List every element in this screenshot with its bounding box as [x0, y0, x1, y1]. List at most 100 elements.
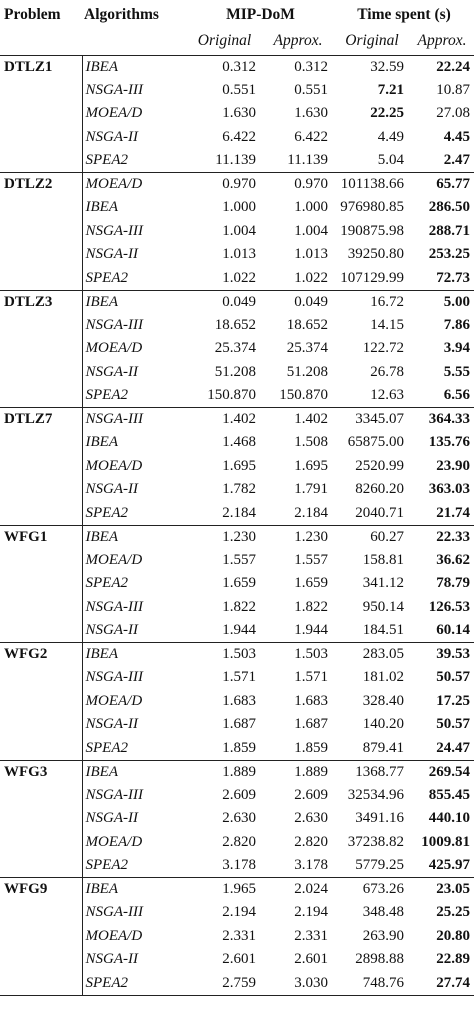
algorithm-cell: IBEA	[81, 196, 187, 220]
time-original-cell: 16.72	[334, 289, 410, 314]
algorithm-cell: IBEA	[81, 289, 187, 314]
table-row: NSGA-III 1.822 1.822 950.14 126.53	[0, 595, 474, 619]
table-row: WFG1 IBEA 1.230 1.230 60.27 22.33	[0, 524, 474, 549]
table-row: NSGA-III 0.551 0.551 7.21 10.87	[0, 78, 474, 102]
time-original-cell: 101138.66	[334, 172, 410, 196]
table-row: MOEA/D 2.331 2.331 263.90 20.80	[0, 924, 474, 948]
table-row: DTLZ3 IBEA 0.049 0.049 16.72 5.00	[0, 289, 474, 314]
time-approx-cell: 24.47	[436, 739, 471, 756]
header-mip-approx: Approx.	[273, 31, 323, 49]
time-approx-cell: 10.87	[436, 81, 471, 98]
algorithm-cell: NSGA-III	[81, 407, 187, 431]
mip-approx-cell: 1.013	[294, 246, 328, 263]
mip-original-cell: 3.178	[222, 857, 256, 873]
problem-cell	[0, 666, 82, 690]
algorithm-cell: IBEA	[81, 431, 187, 455]
table-row: SPEA2 2.184 2.184 2040.71 21.74	[0, 501, 474, 525]
time-original-cell: 263.90	[362, 927, 404, 944]
table-row: NSGA-II 1.013 1.013 39250.80 253.25	[0, 243, 474, 267]
mip-approx-cell: 6.422	[294, 128, 328, 145]
algorithm-cell: NSGA-II	[81, 243, 187, 267]
table-row: SPEA2 150.870 150.870 12.63 6.56	[0, 384, 474, 408]
algorithm-cell: NSGA-II	[81, 619, 187, 643]
time-approx-cell: 65.77	[410, 172, 474, 196]
time-original-cell: 158.81	[362, 551, 404, 568]
mip-original-cell: 6.422	[222, 128, 256, 145]
mip-approx-cell: 1.004	[294, 222, 328, 239]
mip-approx-cell: 18.652	[286, 316, 328, 333]
problem-cell	[0, 196, 82, 220]
mip-original-cell: 1.557	[222, 551, 256, 568]
time-original-cell: 2520.99	[355, 457, 404, 474]
time-original-cell: 4.49	[377, 128, 404, 145]
time-original-cell: 184.51	[362, 622, 404, 638]
time-approx-cell: 23.90	[436, 457, 471, 474]
problem-cell: DTLZ3	[0, 289, 82, 314]
mip-approx-cell: 2.194	[294, 904, 328, 921]
mip-original-cell: 1.889	[187, 759, 262, 784]
mip-approx-cell: 51.208	[286, 363, 328, 380]
time-original-cell: 328.40	[362, 692, 404, 709]
time-original-cell: 976980.85	[340, 199, 404, 216]
algorithm-cell: MOEA/D	[81, 924, 187, 948]
table-row: NSGA-II 2.630 2.630 3491.16 440.10	[0, 807, 474, 831]
time-approx-cell: 50.57	[436, 669, 471, 686]
table-row: MOEA/D 25.374 25.374 122.72 3.94	[0, 337, 474, 361]
time-approx-cell: 60.14	[436, 622, 471, 638]
mip-original-cell: 0.551	[222, 81, 256, 98]
table-row: MOEA/D 2.820 2.820 37238.82 1009.81	[0, 830, 474, 854]
mip-original-cell: 1.571	[222, 669, 256, 686]
algorithm-cell: NSGA-II	[81, 948, 187, 972]
table-row: NSGA-II 6.422 6.422 4.49 4.45	[0, 125, 474, 150]
problem-cell	[0, 948, 82, 972]
mip-approx-cell: 2.331	[294, 927, 328, 944]
time-approx-cell: 22.89	[436, 951, 471, 968]
table-row: SPEA2 1.022 1.022 107129.99 72.73	[0, 266, 474, 291]
mip-approx-cell: 1.687	[294, 716, 328, 733]
problem-cell: DTLZ1	[4, 58, 53, 75]
problem-cell	[0, 126, 82, 150]
problem-cell	[0, 431, 82, 455]
time-approx-cell: 72.73	[436, 269, 471, 286]
time-approx-cell: 20.80	[436, 927, 471, 944]
table-row: IBEA 1.000 1.000 976980.85 286.50	[0, 196, 474, 220]
problem-cell	[0, 690, 82, 714]
mip-approx-cell: 1.791	[294, 481, 328, 498]
table-row: DTLZ1 IBEA 0.312 0.312 32.59 22.24	[0, 55, 474, 79]
mip-original-cell: 2.331	[222, 927, 256, 944]
problem-cell	[0, 267, 82, 291]
mip-approx-cell: 1.822	[294, 598, 328, 615]
algorithm-cell: NSGA-II	[81, 125, 187, 149]
mip-approx-cell: 1.859	[294, 739, 328, 756]
mip-approx-cell: 2.820	[294, 833, 328, 850]
mip-original-cell: 150.870	[207, 387, 256, 403]
mip-approx-cell: 2.630	[294, 810, 328, 827]
problem-cell: WFG9	[0, 877, 82, 901]
mip-approx-cell: 1.230	[262, 524, 334, 549]
time-original-cell: 673.26	[334, 877, 410, 901]
time-approx-cell: 21.74	[436, 504, 471, 521]
algorithm-cell: IBEA	[81, 524, 187, 549]
table-row: SPEA2 3.178 3.178 5779.25 425.97	[0, 854, 474, 878]
table-header: Problem Algorithms MIP-DoM Time spent (s…	[0, 0, 474, 55]
mip-original-cell: 2.609	[222, 786, 256, 803]
mip-approx-cell: 1.889	[262, 759, 334, 784]
algorithm-cell: MOEA/D	[81, 830, 187, 854]
problem-cell	[0, 972, 82, 996]
algorithm-cell: NSGA-II	[81, 713, 187, 737]
algorithm-cell: IBEA	[81, 55, 187, 79]
mip-original-cell: 1.695	[222, 457, 256, 474]
time-original-cell: 2898.88	[355, 951, 404, 968]
time-approx-cell: 6.56	[443, 387, 471, 403]
mip-approx-cell: 1.000	[294, 199, 328, 216]
table-row: MOEA/D 1.630 1.630 22.25 27.08	[0, 102, 474, 126]
mip-approx-cell: 11.139	[287, 152, 328, 168]
algorithm-cell: NSGA-II	[81, 807, 187, 831]
time-original-cell: 748.76	[362, 974, 404, 991]
table-row: WFG2 IBEA 1.503 1.503 283.05 39.53	[0, 642, 474, 666]
table-row: DTLZ2 MOEA/D 0.970 0.970 101138.66 65.77	[0, 172, 474, 196]
time-original-cell: 65875.00	[347, 434, 404, 451]
table-row: NSGA-III 2.609 2.609 32534.96 855.45	[0, 783, 474, 807]
time-approx-cell: 27.74	[436, 974, 471, 991]
